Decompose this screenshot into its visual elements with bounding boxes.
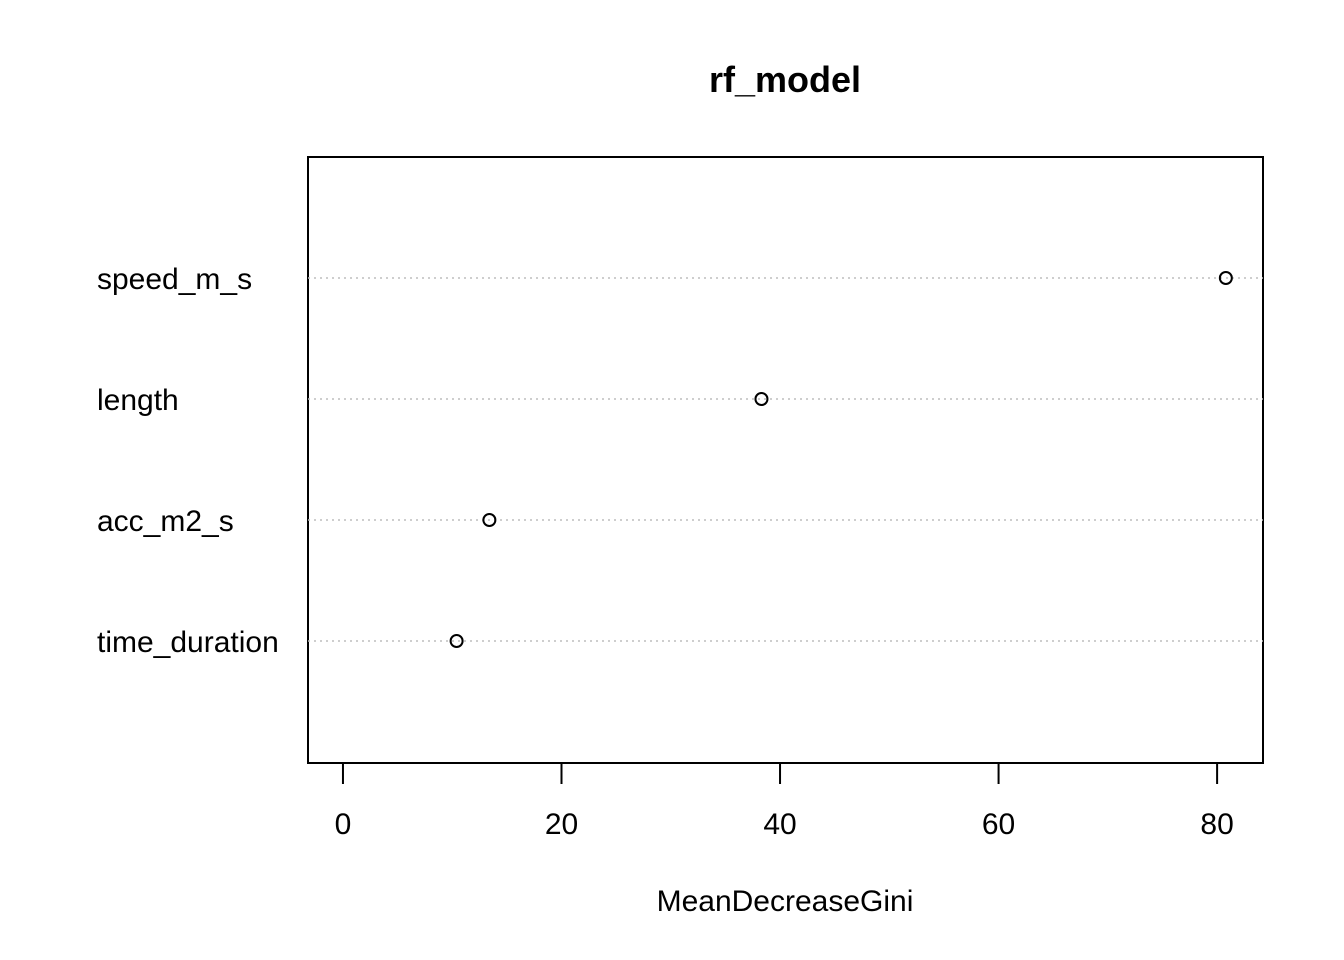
data-points xyxy=(449,271,1233,648)
data-point xyxy=(754,392,769,406)
data-point xyxy=(449,634,464,648)
chart-title: rf_model xyxy=(709,59,861,100)
category-label: time_duration xyxy=(97,626,279,659)
data-point xyxy=(482,513,497,527)
x-tick-label: 0 xyxy=(335,808,352,841)
category-label: length xyxy=(97,384,179,417)
plot-frame xyxy=(307,156,1264,764)
x-axis: 0 20 40 60 80 xyxy=(335,762,1234,841)
x-axis-label: MeanDecreaseGini xyxy=(657,885,914,918)
category-label: acc_m2_s xyxy=(97,505,234,538)
category-label: speed_m_s xyxy=(97,263,252,296)
x-tick-label: 40 xyxy=(763,808,796,841)
x-tick-label: 80 xyxy=(1200,808,1233,841)
guide-lines xyxy=(308,277,1263,642)
x-tick-label: 60 xyxy=(982,808,1015,841)
data-point xyxy=(1218,271,1233,285)
x-tick-label: 20 xyxy=(545,808,578,841)
